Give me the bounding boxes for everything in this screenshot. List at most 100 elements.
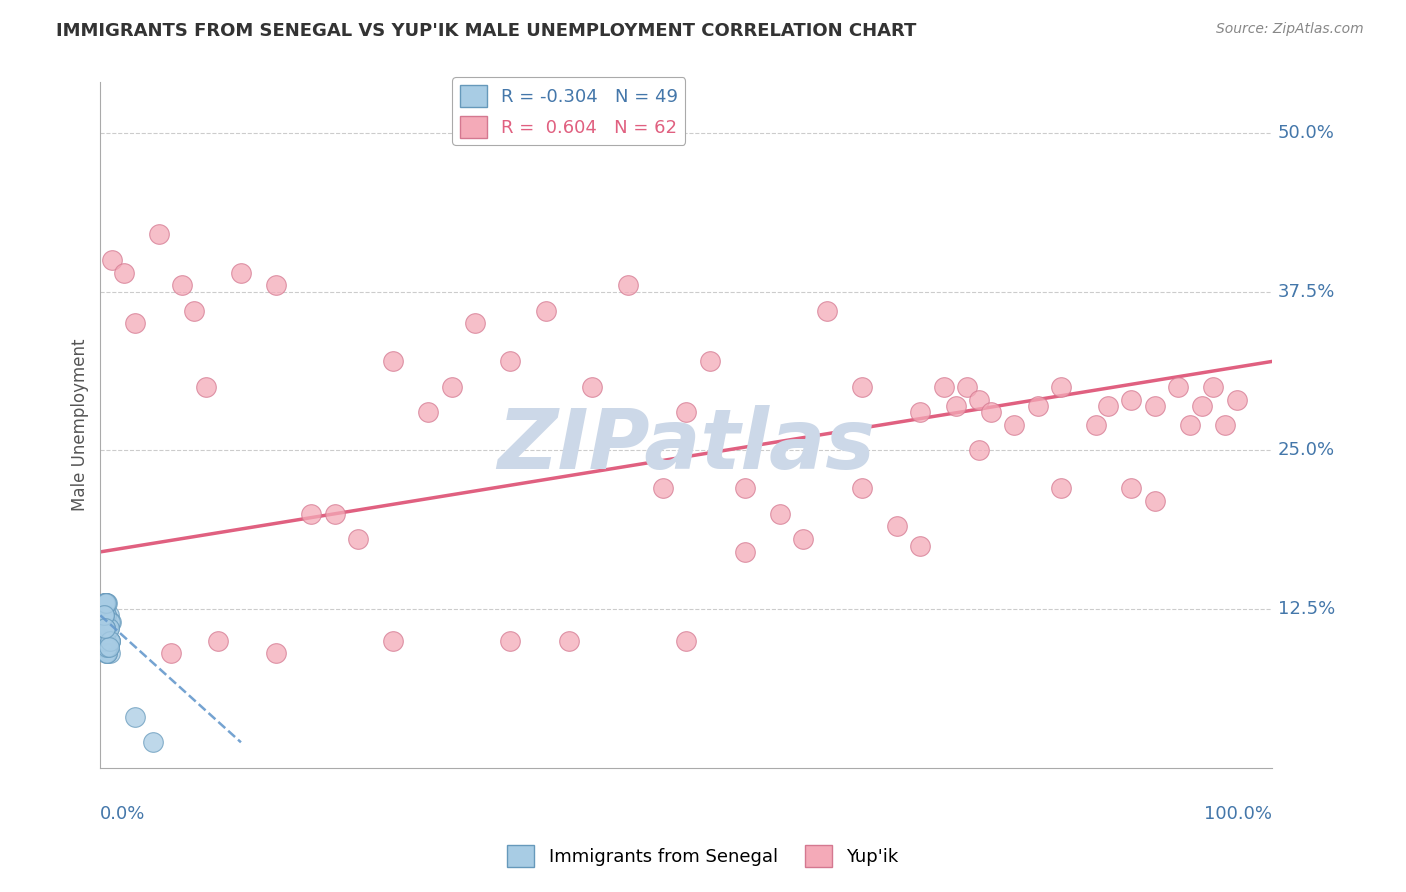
Point [96, 615, 118, 629]
Point [94, 633, 117, 648]
Point [1121, 482, 1143, 496]
Point [264, 647, 287, 661]
Point [96, 596, 118, 610]
Point [96, 647, 118, 661]
Point [98, 633, 121, 648]
Point [581, 380, 603, 394]
Point [97, 640, 120, 654]
Point [148, 227, 170, 242]
Point [967, 443, 990, 458]
Point [94, 621, 117, 635]
Text: IMMIGRANTS FROM SENEGAL VS YUP'IK MALE UNEMPLOYMENT CORRELATION CHART: IMMIGRANTS FROM SENEGAL VS YUP'IK MALE U… [56, 22, 917, 40]
Point [96, 596, 118, 610]
Point [558, 633, 581, 648]
Point [93, 608, 115, 623]
Point [323, 507, 346, 521]
Point [112, 266, 135, 280]
Point [1002, 417, 1025, 432]
Point [651, 482, 673, 496]
Point [94, 621, 117, 635]
Point [94, 596, 117, 610]
Text: Source: ZipAtlas.com: Source: ZipAtlas.com [1216, 22, 1364, 37]
Point [93, 633, 115, 648]
Point [382, 354, 405, 368]
Text: 12.5%: 12.5% [1278, 600, 1336, 618]
Point [93, 608, 115, 623]
Text: 25.0%: 25.0% [1278, 442, 1334, 459]
Point [96, 621, 118, 635]
Point [945, 399, 967, 413]
Point [124, 710, 146, 724]
Point [93, 633, 115, 648]
Point [851, 482, 873, 496]
Point [124, 317, 146, 331]
Point [1202, 380, 1225, 394]
Point [97, 633, 120, 648]
Point [94, 621, 117, 635]
Point [1167, 380, 1189, 394]
Point [97, 640, 120, 654]
Point [183, 303, 205, 318]
Point [96, 640, 118, 654]
Point [734, 482, 756, 496]
Point [499, 354, 522, 368]
Point [96, 647, 118, 661]
Point [932, 380, 955, 394]
Point [910, 539, 932, 553]
Point [96, 633, 118, 648]
Point [418, 405, 440, 419]
Point [1143, 494, 1166, 508]
Point [910, 405, 932, 419]
Point [464, 317, 486, 331]
Point [980, 405, 1002, 419]
Point [96, 647, 118, 661]
Point [93, 621, 115, 635]
Point [616, 278, 638, 293]
Point [96, 596, 118, 610]
Point [101, 252, 124, 267]
Point [96, 608, 118, 623]
Point [97, 621, 120, 635]
Point [194, 380, 217, 394]
Point [1097, 399, 1119, 413]
Text: ZIPatlas: ZIPatlas [498, 405, 875, 486]
Point [96, 640, 118, 654]
Point [1050, 380, 1073, 394]
Point [851, 380, 873, 394]
Text: 37.5%: 37.5% [1278, 283, 1336, 301]
Point [93, 596, 115, 610]
Point [299, 507, 322, 521]
Point [264, 278, 287, 293]
Point [1026, 399, 1049, 413]
Point [1085, 417, 1108, 432]
Point [734, 545, 756, 559]
Point [96, 608, 118, 623]
Point [886, 519, 908, 533]
Point [967, 392, 990, 407]
Text: 100.0%: 100.0% [1204, 805, 1272, 823]
Point [97, 633, 120, 648]
Point [94, 621, 117, 635]
Legend: Immigrants from Senegal, Yup'ik: Immigrants from Senegal, Yup'ik [501, 838, 905, 874]
Point [699, 354, 721, 368]
Point [1191, 399, 1213, 413]
Point [440, 380, 463, 394]
Point [675, 633, 697, 648]
Point [1143, 399, 1166, 413]
Point [142, 735, 165, 749]
Point [347, 532, 370, 546]
Y-axis label: Male Unemployment: Male Unemployment [72, 339, 89, 511]
Point [769, 507, 792, 521]
Point [98, 633, 121, 648]
Point [98, 647, 121, 661]
Point [675, 405, 697, 419]
Point [98, 633, 121, 648]
Legend: R = -0.304   N = 49, R =  0.604   N = 62: R = -0.304 N = 49, R = 0.604 N = 62 [453, 78, 686, 145]
Point [1121, 392, 1143, 407]
Point [534, 303, 557, 318]
Point [96, 640, 118, 654]
Point [815, 303, 838, 318]
Text: 50.0%: 50.0% [1278, 124, 1334, 142]
Text: 0.0%: 0.0% [100, 805, 146, 823]
Point [499, 633, 522, 648]
